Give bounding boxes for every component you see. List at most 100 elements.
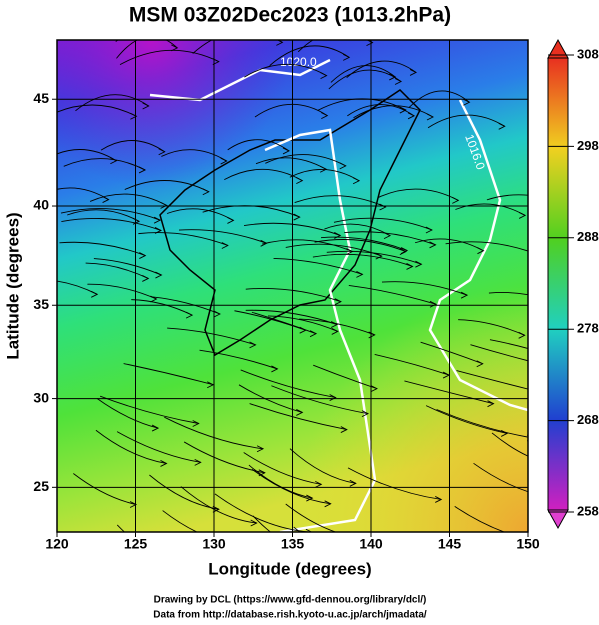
streamline [227,139,290,152]
x-tick-label: 150 [516,536,540,552]
streamline [427,114,505,129]
streamline [183,441,265,474]
stream-arrow [171,44,179,52]
stream-arrow [426,113,434,121]
streamline [252,515,272,532]
stream-arrow [540,391,546,397]
streamline [455,203,526,216]
stream-arrow [158,148,166,156]
streamline [347,467,442,500]
streamline [486,194,528,201]
stream-arrow [306,494,314,502]
stream-arrow [518,331,526,339]
streamline [285,503,337,532]
streamline [119,49,219,66]
stream-arrow [220,157,228,165]
streamline [243,452,322,485]
stream-arrow [139,252,147,259]
colorbar-tick-label: 258 [577,503,599,518]
stream-arrow [154,227,162,234]
y-axis-label: Latitude (degrees) [3,212,22,359]
streamline [93,258,162,276]
streamline [251,311,317,335]
streamline [224,168,303,181]
streamline [378,188,459,201]
stream-arrow [498,122,506,130]
streamline [96,398,159,429]
stream-arrow [271,365,279,373]
plot-area: 1020.0 1016.0 [57,40,546,532]
streamline [289,448,356,484]
streamline [95,429,167,464]
stream-arrow [194,458,202,466]
stream-arrow [227,217,235,224]
stream-arrow [379,203,387,211]
stream-arrow [334,298,342,306]
colorbar-tick-label: 268 [577,412,599,427]
streamline [238,384,303,413]
colorbar-min-arrow [547,509,569,530]
streamline [60,208,161,221]
x-tick-label: 125 [124,536,148,552]
streamline [199,349,278,370]
streamline [346,60,417,79]
stream-arrow [435,496,443,503]
streamline [240,369,336,399]
streamline [75,94,149,112]
stream-arrow [192,420,200,427]
stream-arrow [487,400,495,408]
streamline [59,241,146,256]
streamline [436,409,528,438]
streamline [167,327,256,346]
streamline [161,149,227,162]
stream-arrow [142,275,150,282]
streamline [116,431,201,463]
stream-arrow [160,460,168,467]
streamline [409,90,470,108]
stream-arrow [394,78,403,85]
colorbar-tick-label: 288 [577,229,599,244]
isobar [264,128,377,532]
stream-arrow [260,239,268,247]
streamline [456,370,528,390]
stream-arrow [296,177,304,185]
streamline [89,193,167,206]
stream-arrow [202,188,210,196]
streamline [326,250,422,265]
streamline [488,292,528,296]
isobar [149,58,331,102]
streamline [87,283,157,300]
stream-arrow [102,196,110,203]
stream-arrow [356,270,364,278]
contour-label: 1020.0 [280,55,317,69]
stream-arrow [400,247,409,254]
streamline [294,195,386,208]
streamline [491,432,528,457]
colorbar-tick-label: 308 [577,46,599,61]
stream-arrow [463,98,471,106]
streamline [420,341,483,365]
stream-arrow [330,321,339,328]
y-tick-label: 25 [33,478,49,494]
stream-arrow [250,519,258,527]
streamline [271,385,369,415]
streamline [425,405,508,434]
streamline [214,493,312,532]
streamline [249,403,347,431]
y-tick-label: 30 [33,389,49,405]
stream-arrow [399,106,407,114]
stream-arrow [429,300,437,308]
streamline [489,339,528,349]
streamline [262,239,353,252]
stream-arrow [409,69,418,76]
stream-arrow [425,226,433,234]
streamline [63,158,146,171]
streamline [57,149,117,162]
streamline [255,157,327,170]
streamline [344,231,436,246]
streamline [265,154,346,167]
stream-arrow [415,260,423,268]
stream-arrow [160,201,168,209]
stream-arrow [452,196,460,204]
